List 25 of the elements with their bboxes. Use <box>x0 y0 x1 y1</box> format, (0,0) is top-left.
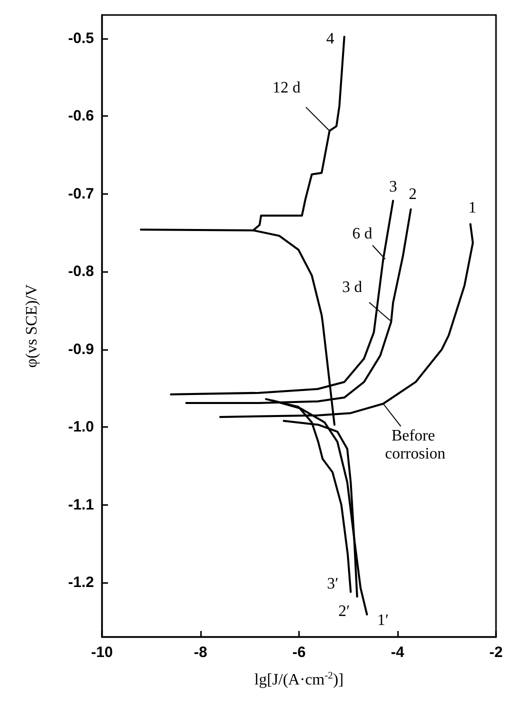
y-tick-label: -0.5 <box>68 30 94 47</box>
x-tick-label: -8 <box>194 644 208 661</box>
y-tick-label: -1.1 <box>68 496 94 514</box>
annotation: 1′ <box>377 612 389 629</box>
y-tick-label: -1.0 <box>68 418 94 436</box>
y-tick-label: -0.9 <box>68 340 94 358</box>
annotation: 3 d <box>342 279 362 296</box>
annotation: 2′ <box>338 603 350 620</box>
x-tick-label: -2 <box>489 644 503 661</box>
annotation: 12 d <box>272 79 301 96</box>
x-tick-label: -4 <box>390 644 405 661</box>
y-axis-title: φ(vs SCE)/V <box>24 284 40 368</box>
annotation: 1 <box>468 200 476 217</box>
y-tick-label: -0.7 <box>68 185 94 202</box>
x-tick-label: -6 <box>292 644 306 661</box>
annotation: 2 <box>408 186 417 203</box>
annotation: 4 <box>326 30 334 48</box>
annotation: 3 <box>389 178 398 196</box>
y-tick-label: -0.6 <box>68 108 94 125</box>
x-tick-label: -10 <box>91 644 113 661</box>
y-tick-label: -1.2 <box>68 574 94 592</box>
annotation: 3′ <box>326 575 338 592</box>
y-tick-label: -0.8 <box>68 263 94 280</box>
annotation: 6 d <box>352 226 372 243</box>
annotation: Before corrosion <box>385 427 446 462</box>
